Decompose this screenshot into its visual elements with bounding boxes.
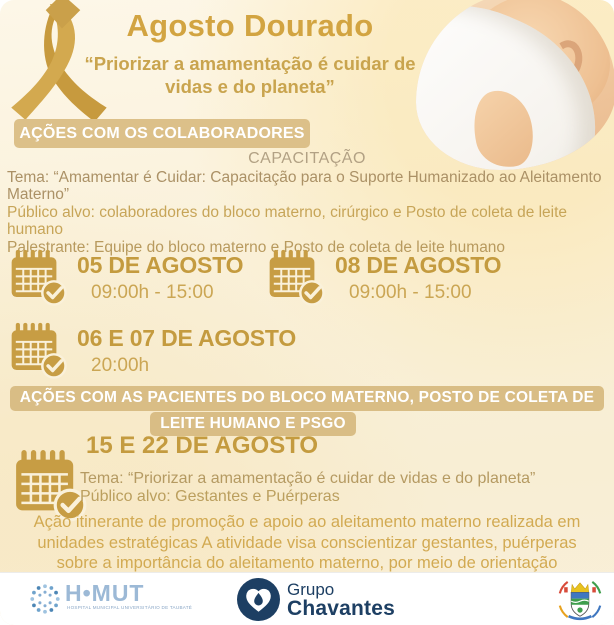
patient-event-date: 15 E 22 DE AGOSTO [86, 432, 319, 459]
hmut-name: H•MUT [65, 580, 145, 606]
event-date: 05 DE AGOSTO [77, 252, 244, 278]
chavantes-line1: Grupo [287, 579, 335, 599]
banner-patient-line1: AÇÕES COM AS PACIENTES DO BLOCO MATERNO,… [9, 386, 605, 411]
event-06-07-agosto: 06 E 07 DE AGOSTO 20:00h [10, 322, 296, 380]
hmut-logo: H•MUT HOSPITAL MUNICIPAL UNIVERSITÁRIO D… [28, 581, 192, 616]
event-05-agosto: 05 DE AGOSTO 09:00h - 15:00 [10, 249, 244, 307]
event-08-agosto: 08 DE AGOSTO 09:00h - 15:00 [268, 249, 502, 307]
patient-event-publico: Público alvo: Gestantes e Puérperas [80, 488, 340, 505]
capacitacao-publico: Público alvo: colaboradores do bloco mat… [7, 204, 568, 239]
page-title: Agosto Dourado [126, 8, 374, 43]
capacitacao-palestrante: Palestrante: Equipe do bloco materno e P… [7, 239, 506, 257]
event-time: 20:00h [91, 355, 150, 376]
municipal-crest-icon [556, 575, 604, 624]
hmut-caption: HOSPITAL MUNICIPAL UNIVERSITÁRIO DE TAUB… [67, 605, 193, 611]
hmut-flower-icon [30, 584, 60, 614]
calendar-check-icon [10, 249, 68, 307]
chavantes-line2: Chavantes [287, 596, 396, 620]
capacitacao-details: Tema: “Amamentar é Cuidar: Capacitação p… [7, 169, 609, 257]
event-time: 09:00h - 15:00 [349, 282, 472, 303]
capacitacao-heading: CAPACITAÇÃO [248, 150, 366, 167]
subtitle-quote: “Priorizar a amamentação é cuidar de vid… [84, 53, 416, 97]
calendar-check-icon [10, 322, 68, 380]
grupo-chavantes-logo: Grupo Chavantes [237, 578, 395, 621]
event-time: 09:00h - 15:00 [91, 282, 214, 303]
breastfeeding-baby-photo [416, 0, 614, 170]
logo-strip: H•MUT HOSPITAL MUNICIPAL UNIVERSITÁRIO D… [0, 572, 614, 625]
banner-staff-actions: AÇÕES COM OS COLABORADORES [14, 119, 310, 148]
capacitacao-tema: Tema: “Amamentar é Cuidar: Capacitação p… [7, 169, 602, 204]
calendar-check-icon [268, 249, 326, 307]
event-date: 08 DE AGOSTO [335, 252, 502, 278]
event-date: 06 E 07 DE AGOSTO [77, 325, 297, 351]
awareness-ribbon-icon [11, 0, 107, 122]
banner-patient-line2: LEITE HUMANO E PSGO [150, 411, 356, 436]
heart-drop-icon [237, 578, 280, 621]
patient-event-tema: Tema: “Priorizar a amamentação é cuidar … [80, 470, 536, 487]
banner-patient-actions: AÇÕES COM AS PACIENTES DO BLOCO MATERNO,… [0, 386, 614, 436]
